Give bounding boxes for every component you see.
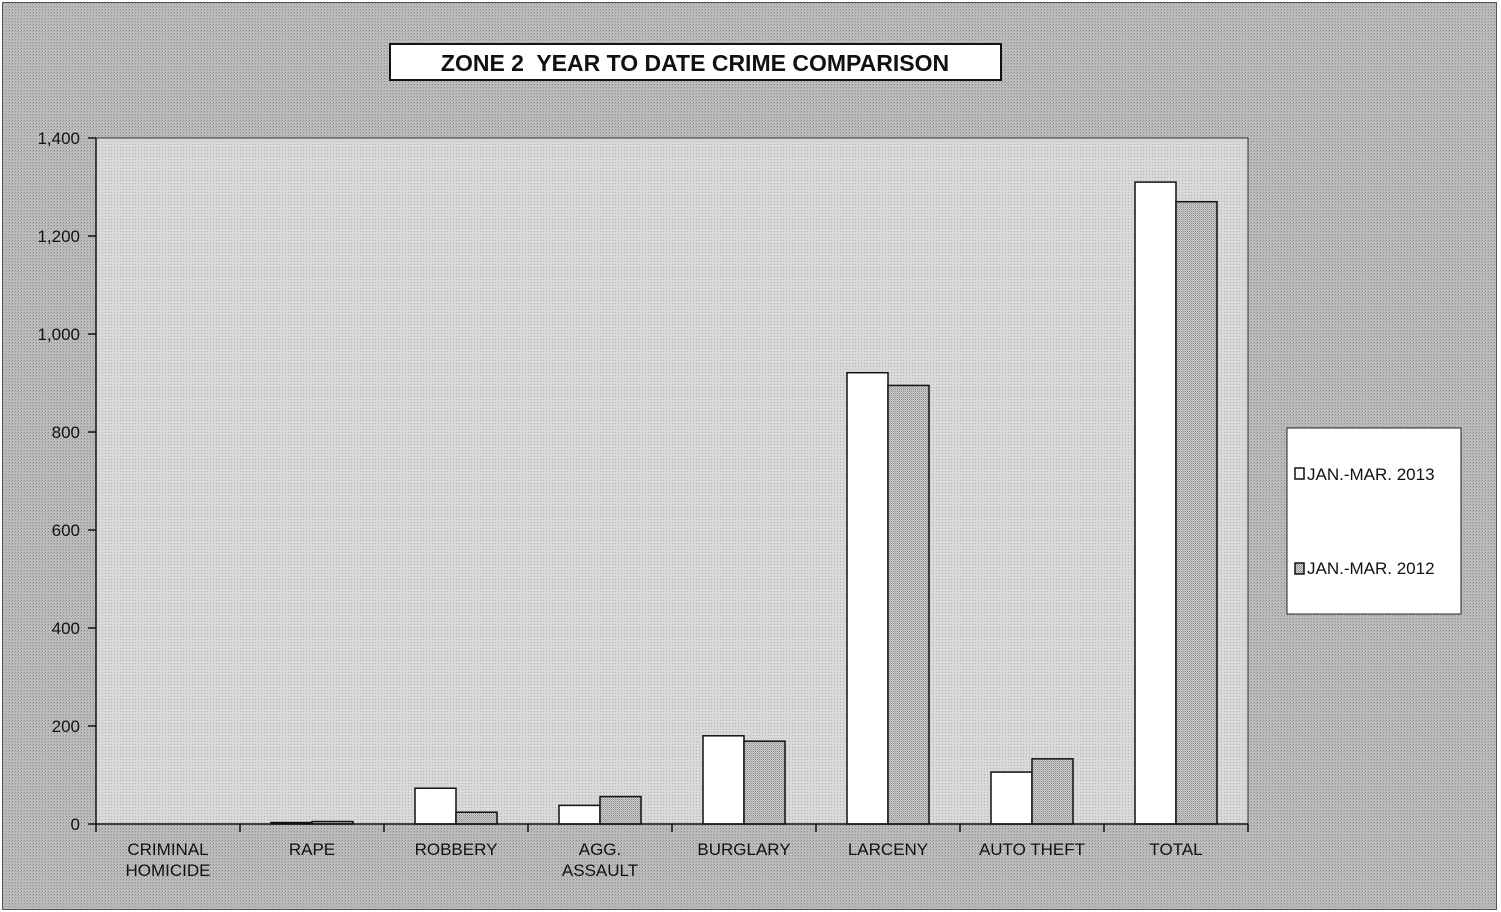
y-tick-label: 1,200 <box>37 227 80 246</box>
legend-swatch-2012 <box>1294 562 1305 575</box>
legend-swatch-2013 <box>1294 467 1305 480</box>
bar-2012-4 <box>743 740 786 825</box>
x-tick-label: AUTO THEFT <box>979 840 1085 859</box>
bar-2013-6 <box>990 771 1033 825</box>
bar-2012-2 <box>455 811 498 825</box>
bar-2013-7 <box>1134 181 1177 825</box>
legend-label-2012: JAN.-MAR. 2012 <box>1307 559 1435 578</box>
bar-chart: ZONE 2 YEAR TO DATE CRIME COMPARISON 0 20… <box>3 3 1496 909</box>
y-tick-label: 800 <box>52 423 80 442</box>
x-tick-label: TOTAL <box>1149 840 1202 859</box>
x-tick-label: BURGLARY <box>697 840 790 859</box>
legend: JAN.-MAR. 2013 JAN.-MAR. 2012 <box>1286 427 1462 615</box>
y-tick-label: 600 <box>52 521 80 540</box>
bar-2013-2 <box>414 787 457 825</box>
chart-title: ZONE 2 YEAR TO DATE CRIME COMPARISON <box>441 50 949 76</box>
chart-title-box <box>389 43 1002 81</box>
bar-2012-7 <box>1175 200 1218 825</box>
y-tick-label: 400 <box>52 619 80 638</box>
x-tick-label: AGG. ASSAULT <box>562 840 638 880</box>
bar-2013-4 <box>702 735 745 825</box>
y-tick-label: 0 <box>71 815 80 834</box>
bar-2013-3 <box>558 804 601 825</box>
plot-area <box>95 137 1249 825</box>
legend-box <box>1286 427 1462 615</box>
x-tick-label: ROBBERY <box>415 840 498 859</box>
x-tick-label: CRIMINAL HOMICIDE <box>126 840 211 880</box>
bar-2013-5 <box>846 371 889 825</box>
bar-2012-3 <box>599 795 642 825</box>
bar-2012-5 <box>887 384 930 825</box>
y-tick-label: 1,000 <box>37 325 80 344</box>
y-tick-label: 200 <box>52 717 80 736</box>
x-tick-label: LARCENY <box>848 840 928 859</box>
legend-label-2013: JAN.-MAR. 2013 <box>1307 465 1435 484</box>
y-tick-label: 1,400 <box>37 129 80 148</box>
bar-2012-6 <box>1031 758 1074 825</box>
x-tick-label: RAPE <box>289 840 335 859</box>
